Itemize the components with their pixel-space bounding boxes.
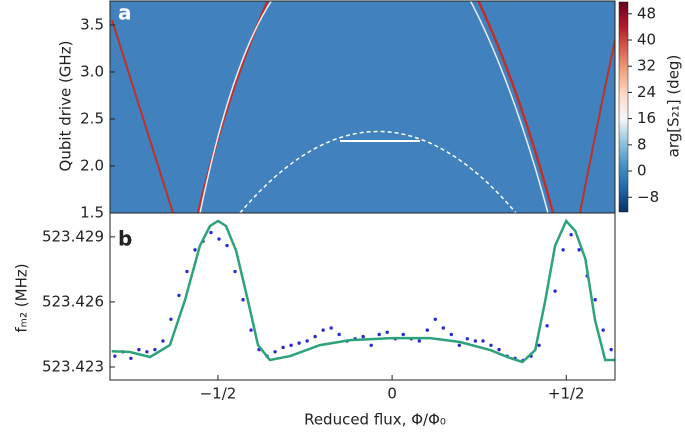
frame — [109, 212, 616, 381]
data-point — [225, 243, 229, 248]
resonance-curve — [477, 1, 555, 213]
colorbar-tick-label: −8 — [637, 188, 659, 206]
data-point — [361, 334, 365, 339]
colorbar — [618, 1, 629, 213]
colorbar-tick-label: 24 — [637, 83, 656, 101]
panel-label: a — [118, 1, 132, 25]
data-point — [233, 269, 237, 274]
data-point — [425, 328, 429, 332]
resonance-curve — [579, 39, 615, 213]
data-point — [185, 269, 189, 274]
data-point — [385, 330, 389, 334]
y-tick-label: 523.423 — [42, 357, 104, 375]
y-tick-label: 523.426 — [42, 292, 104, 310]
colorbar-tick-label: 40 — [637, 31, 656, 49]
data-point — [609, 347, 613, 352]
data-point — [369, 343, 373, 347]
data-point — [337, 332, 341, 337]
y-tick-label: 1.5 — [80, 204, 104, 222]
data-point — [593, 298, 597, 302]
data-point — [561, 248, 565, 252]
data-point — [289, 343, 293, 347]
colorbar-tick-label: 8 — [637, 135, 647, 153]
data-point — [553, 289, 557, 293]
data-point — [241, 298, 245, 302]
y-axis-label: fₘ₂ (MHz) — [13, 263, 31, 332]
data-point — [441, 326, 445, 330]
x-tick-label: +1/2 — [548, 385, 585, 403]
data-point — [177, 293, 181, 298]
panel-label: b — [118, 227, 132, 251]
data-point — [209, 230, 213, 235]
heatmap-features — [111, 1, 615, 213]
data-point — [537, 343, 541, 347]
plot-area — [110, 213, 615, 380]
data-point — [465, 337, 470, 341]
data-point — [193, 248, 197, 252]
y-tick-label: 523.429 — [42, 227, 104, 245]
resonance-curve — [199, 1, 273, 213]
data-point — [273, 350, 277, 354]
data-point — [153, 347, 157, 352]
data-point — [217, 237, 221, 241]
model-arc — [239, 130, 517, 213]
data-point — [137, 347, 141, 352]
colorbar-tick-label: 16 — [637, 109, 656, 127]
y-tick-label: 2.5 — [80, 109, 104, 127]
data-point — [481, 339, 485, 343]
data-point — [297, 341, 301, 345]
fit-line — [111, 218, 616, 364]
colorbar-label: arg[S₂₁] (deg) — [665, 55, 683, 158]
y-axis-label: Qubit drive (GHz) — [57, 41, 75, 172]
heatmap — [110, 1, 615, 213]
x-tick-label: −1/2 — [200, 385, 237, 403]
data-point — [305, 339, 309, 343]
x-tick-label: 0 — [387, 385, 397, 403]
colorbar-tick-label: 48 — [637, 4, 656, 22]
data-point — [601, 328, 605, 332]
data-point — [313, 334, 317, 339]
data-point — [169, 317, 173, 321]
data-point — [473, 339, 478, 343]
y-tick-label: 3.0 — [80, 62, 104, 80]
data-point — [377, 332, 381, 337]
data-point — [449, 332, 454, 337]
data-point — [577, 248, 581, 252]
data-point — [489, 343, 493, 347]
data-point — [145, 350, 149, 354]
data-point — [281, 345, 285, 350]
data-point — [497, 347, 501, 352]
data-point — [545, 324, 549, 328]
data-point — [457, 343, 462, 347]
y-tick-label: 2.0 — [80, 156, 104, 174]
data-point — [401, 332, 405, 337]
resonance-curve — [111, 19, 174, 213]
x-axis-label: Reduced flux, Φ/Φ₀ — [304, 411, 446, 429]
data-point — [417, 339, 421, 343]
data-point — [321, 328, 325, 332]
data-point — [569, 232, 573, 237]
data-point — [113, 354, 117, 358]
data-point — [329, 326, 333, 330]
colorbar-tick-label: 32 — [637, 57, 656, 75]
resonance-curve — [469, 1, 549, 213]
data-point — [161, 339, 165, 343]
y-tick-label: 3.5 — [80, 15, 104, 33]
data-point — [249, 328, 253, 332]
data-point — [433, 317, 437, 321]
colorbar-tick-label: 0 — [637, 162, 647, 180]
data-point — [129, 356, 133, 361]
